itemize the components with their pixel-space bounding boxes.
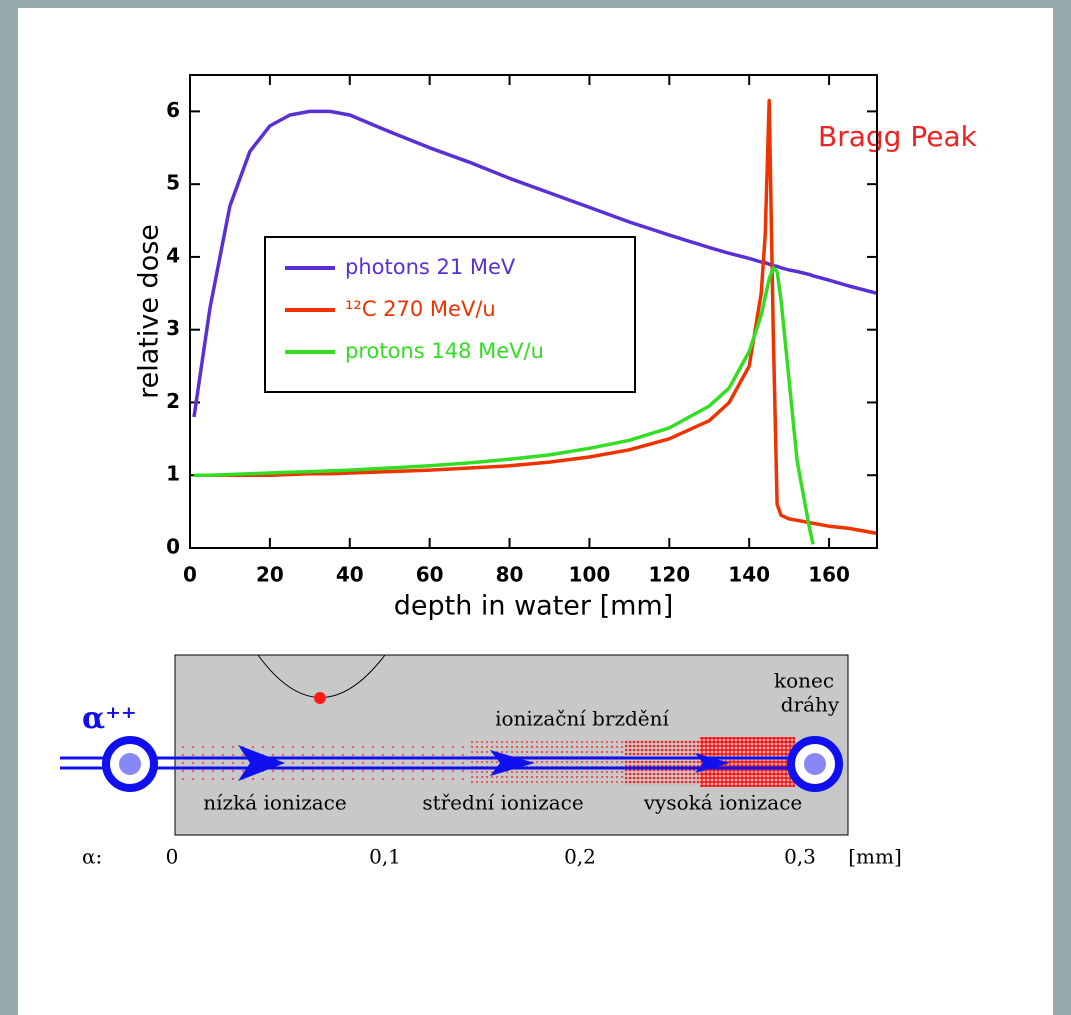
electron — [314, 692, 326, 704]
y-axis-label: relative dose — [134, 224, 165, 399]
y-tick-label: 5 — [166, 171, 180, 195]
end-label: dráhy — [781, 693, 840, 717]
y-tick-label: 1 — [166, 462, 180, 486]
legend-label: ¹²C 270 MeV/u — [345, 297, 496, 321]
legend: photons 21 MeV ¹²C 270 MeV/u protons 148 M… — [264, 236, 636, 393]
y-tick-label: 0 — [166, 535, 180, 559]
arrow — [490, 750, 535, 776]
arrow — [238, 745, 285, 781]
scale-tick: 0,1 — [369, 845, 401, 869]
series-line — [194, 266, 815, 545]
zone-label: vysoká ionizace — [643, 791, 803, 815]
zone-label: střední ionizace — [422, 791, 583, 815]
series-line — [194, 98, 878, 536]
scale-tick: 0,3 — [784, 845, 816, 869]
x-tick-label: 40 — [336, 563, 364, 587]
y-tick-label: 3 — [166, 316, 180, 340]
legend-label: protons 148 MeV/u — [345, 339, 544, 363]
x-tick-label: 100 — [569, 563, 611, 587]
plot-frame — [189, 74, 878, 549]
y-tick-label: 4 — [166, 243, 180, 267]
x-axis-label: depth in water [mm] — [394, 591, 674, 622]
legend-box — [264, 236, 636, 393]
x-tick-label: 0 — [183, 563, 197, 587]
x-tick-label: 140 — [728, 563, 770, 587]
low-ionization — [180, 740, 470, 785]
scale-tick: 0 — [166, 845, 179, 869]
plot-area — [192, 98, 878, 545]
series-line — [192, 109, 878, 418]
x-tick-label: 60 — [416, 563, 444, 587]
annotation: Bragg Peak — [818, 120, 978, 153]
scale-unit: [mm] — [848, 845, 902, 869]
x-tick-label: 80 — [496, 563, 524, 587]
nucleus — [804, 753, 826, 775]
middle-label: ionizační brzdění — [495, 707, 669, 731]
medium-ionization — [470, 740, 625, 785]
high-ionization — [625, 740, 700, 785]
end-label: konec — [774, 669, 834, 693]
chart: 0 20 40 60 80 100 120 140 160 0 1 2 3 4 5 6 depth in wat… — [134, 74, 978, 622]
scale-tick: 0,2 — [564, 845, 596, 869]
ionization-diagram: α⁺⁺ konec dráhy ionizační brzdění nízká … — [60, 654, 902, 869]
x-tick-label: 160 — [808, 563, 850, 587]
y-tick-label: 2 — [166, 389, 180, 413]
x-tick-label: 20 — [256, 563, 284, 587]
zone-label: nízká ionizace — [203, 791, 346, 815]
legend-label: photons 21 MeV — [345, 255, 516, 279]
particle-label: α⁺⁺ — [82, 701, 137, 736]
y-tick-label: 6 — [166, 98, 180, 122]
x-tick-label: 120 — [648, 563, 690, 587]
nucleus — [119, 753, 141, 775]
scale-symbol: α: — [82, 845, 102, 869]
arrow — [695, 753, 730, 773]
